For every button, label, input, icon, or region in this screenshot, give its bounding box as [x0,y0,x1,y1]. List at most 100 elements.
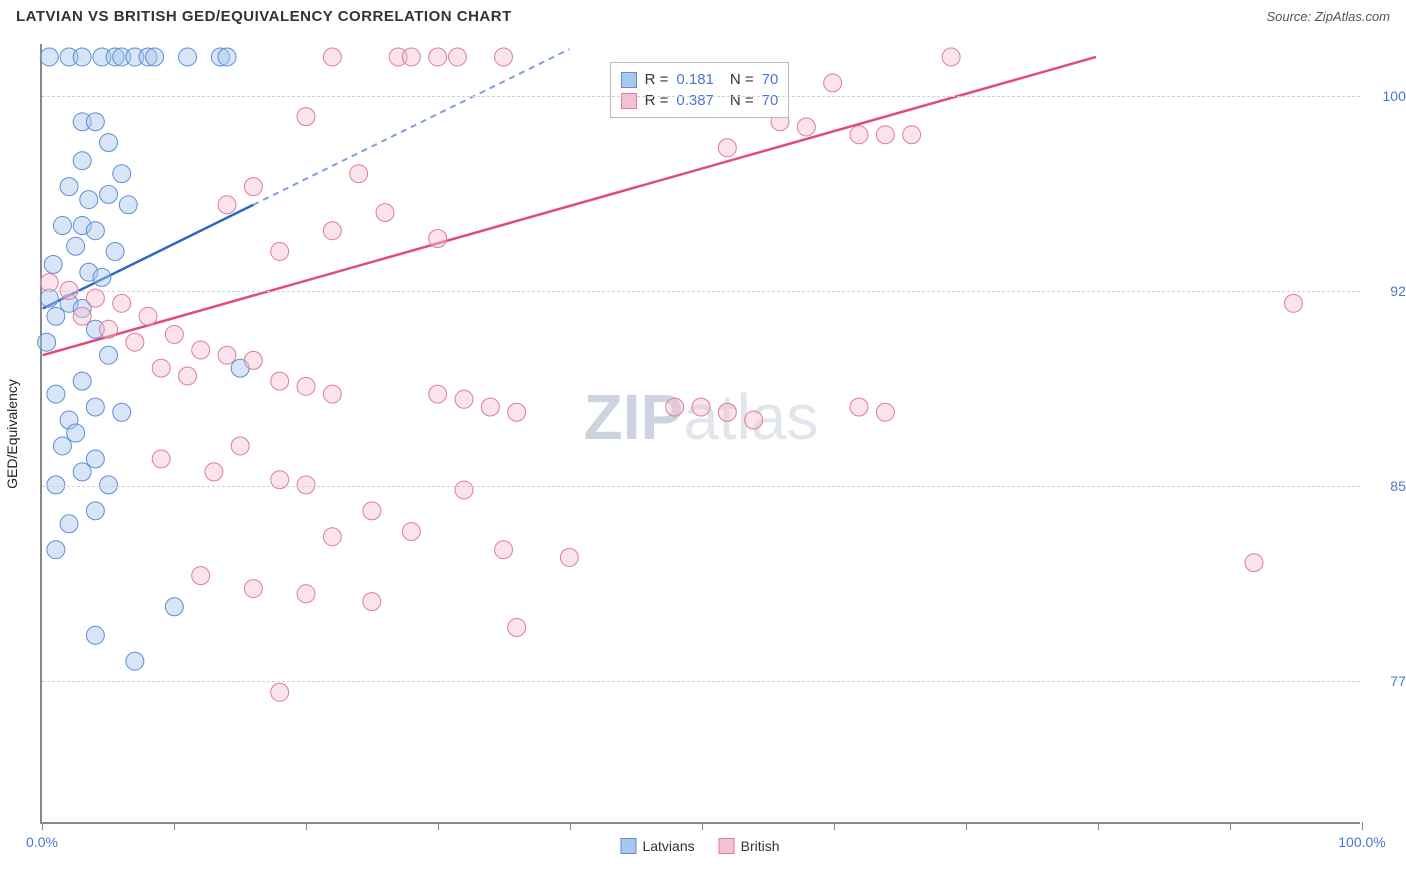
data-point [824,74,842,92]
data-point [244,178,262,196]
data-point [271,372,289,390]
data-point [139,307,157,325]
data-point [350,165,368,183]
stats-n-label: N = [730,92,754,109]
data-point [93,268,111,286]
data-point [745,411,763,429]
data-point [218,346,236,364]
stats-n-value: 70 [762,92,779,109]
data-point [297,108,315,126]
stats-box: R =0.181N =70R =0.387N =70 [610,62,790,118]
data-point [53,437,71,455]
data-point [47,541,65,559]
data-point [218,48,236,66]
points-layer [42,44,1360,822]
data-point [40,274,58,292]
data-point [106,242,124,260]
stats-r-value: 0.387 [676,92,714,109]
data-point [126,333,144,351]
stats-r-label: R = [645,71,669,88]
data-point [718,403,736,421]
data-point [100,320,118,338]
gridline-h [42,96,1360,97]
data-point [402,523,420,541]
data-point [100,134,118,152]
data-point [119,196,137,214]
x-tick [42,822,43,830]
x-tick [966,822,967,830]
data-point [448,48,466,66]
stats-r-label: R = [645,92,669,109]
data-point [455,390,473,408]
data-point [86,398,104,416]
data-point [192,341,210,359]
data-point [903,126,921,144]
data-point [850,398,868,416]
title-bar: LATVIAN VS BRITISH GED/EQUIVALENCY CORRE… [0,0,1406,29]
data-point [323,48,341,66]
x-tick [834,822,835,830]
data-point [73,307,91,325]
stats-row: R = 0.387 N = 70 [621,90,779,111]
data-point [244,351,262,369]
data-point [718,139,736,157]
x-tick [1230,822,1231,830]
data-point [455,481,473,499]
data-point [73,372,91,390]
data-point [218,196,236,214]
data-point [67,237,85,255]
data-point [86,450,104,468]
stats-swatch [621,72,637,88]
data-point [297,377,315,395]
data-point [323,528,341,546]
data-point [942,48,960,66]
data-point [86,222,104,240]
data-point [271,683,289,701]
x-tick [1362,822,1363,830]
x-tick [174,822,175,830]
data-point [297,585,315,603]
data-point [363,502,381,520]
data-point [376,204,394,222]
source-label: Source: ZipAtlas.com [1266,9,1390,24]
data-point [86,626,104,644]
data-point [1245,554,1263,572]
data-point [67,424,85,442]
legend-item: Latvians [620,838,694,854]
data-point [402,48,420,66]
data-point [271,242,289,260]
data-point [429,230,447,248]
data-point [363,593,381,611]
legend-bottom: Latvians British [620,838,779,854]
data-point [495,48,513,66]
data-point [1285,294,1303,312]
data-point [100,185,118,203]
data-point [86,113,104,131]
data-point [508,403,526,421]
x-tick [438,822,439,830]
x-tick-label: 0.0% [26,834,58,850]
y-tick-label: 77.5% [1370,673,1406,689]
x-tick [1098,822,1099,830]
data-point [126,652,144,670]
data-point [44,255,62,273]
data-point [60,515,78,533]
data-point [113,403,131,421]
x-tick [702,822,703,830]
legend-label: British [741,838,780,854]
gridline-h [42,486,1360,487]
data-point [113,294,131,312]
data-point [100,346,118,364]
gridline-h [42,291,1360,292]
data-point [429,48,447,66]
data-point [146,48,164,66]
data-point [165,598,183,616]
data-point [429,385,447,403]
data-point [47,385,65,403]
data-point [205,463,223,481]
stats-row: R =0.181N =70 [621,69,779,90]
legend-swatch [620,838,636,854]
data-point [192,567,210,585]
legend-swatch [719,838,735,854]
data-point [47,476,65,494]
